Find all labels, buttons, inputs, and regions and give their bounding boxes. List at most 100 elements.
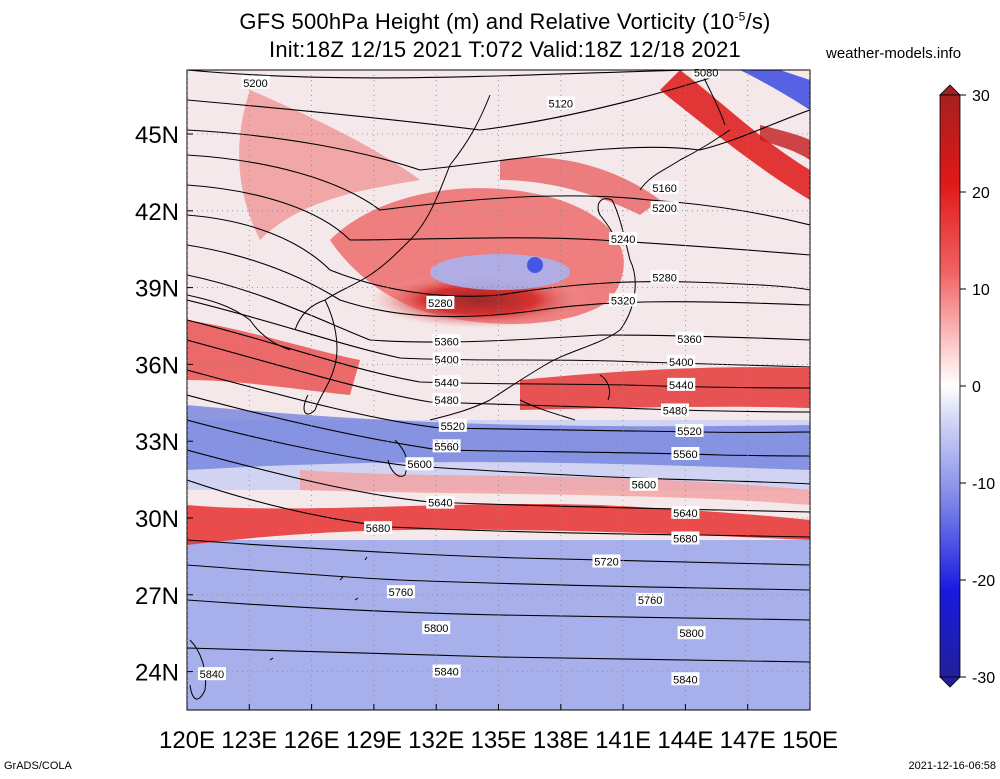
lon-tick-label: 126E <box>284 727 340 754</box>
lon-tick-label: 132E <box>408 727 464 754</box>
contour-label-bg <box>364 521 393 535</box>
contour-label-bg <box>422 621 451 635</box>
height-contour-label: 5720 <box>594 557 618 569</box>
height-contour-label: 5240 <box>611 234 635 246</box>
contour-label-bg <box>629 477 658 491</box>
contour-label-bg <box>426 495 455 509</box>
lat-tick-label: 33N <box>135 429 179 456</box>
lon-tick-label: 123E <box>221 727 277 754</box>
lat-tick-label: 36N <box>135 352 179 379</box>
lat-tick-label: 45N <box>135 122 179 149</box>
contour-label-bg <box>432 439 461 453</box>
contour-label-bg <box>661 403 690 417</box>
lon-tick-label: 129E <box>346 727 402 754</box>
height-contour-label: 5360 <box>677 334 701 346</box>
colorbar-tick-label: 30 <box>972 88 990 105</box>
contour-label-bg <box>667 377 696 391</box>
height-contour-label: 5400 <box>669 357 693 369</box>
contour-label-bg <box>671 531 700 545</box>
height-contour-label: 5840 <box>200 669 224 681</box>
colorbar-max-arrow <box>939 84 961 96</box>
height-contour-label: 5280 <box>652 272 676 284</box>
contour-label-bg <box>677 626 706 640</box>
map-title-line-2: Init:18Z 12/15 2021 T:072 Valid:18Z 12/1… <box>269 37 741 62</box>
height-contour-label: 5480 <box>434 395 458 407</box>
height-contour-label: 5400 <box>434 354 458 366</box>
height-contour-label: 5760 <box>638 595 662 607</box>
contour-label-bg <box>675 331 704 345</box>
contour-label-bg <box>546 96 575 110</box>
colorbar-tick-label: -10 <box>972 476 995 493</box>
lon-tick-label: 138E <box>533 727 589 754</box>
height-contour-label: 5200 <box>652 203 676 215</box>
contour-label-bg <box>405 457 434 471</box>
contour-label-bg <box>671 447 700 460</box>
lat-tick-label: 39N <box>135 276 179 303</box>
contour-label-bg <box>675 423 704 437</box>
coastlines <box>187 70 731 700</box>
contour-label-bg <box>671 505 700 519</box>
lon-tick-label: 144E <box>657 727 713 754</box>
height-contour-label: 5680 <box>366 523 390 535</box>
colorbar-min-arrow <box>939 676 961 688</box>
contour-label-bg <box>592 554 621 568</box>
height-contour-label: 5200 <box>243 78 267 90</box>
lon-tick-label: 141E <box>595 727 651 754</box>
height-contour-label: 5800 <box>679 628 703 640</box>
height-contour-label: 5320 <box>611 295 635 307</box>
lon-tick-label: 147E <box>720 727 776 754</box>
colorbar-tick-label: -20 <box>972 573 995 590</box>
height-contour-label: 5440 <box>669 380 693 392</box>
lat-tick-label: 27N <box>135 583 179 610</box>
contour-label-bg <box>692 65 721 79</box>
height-contour-label: 5360 <box>434 336 458 348</box>
height-contour-label: 5640 <box>673 508 697 520</box>
lon-tick-label: 135E <box>470 727 526 754</box>
height-contour-label: 5800 <box>424 623 448 635</box>
height-contour-label: 5520 <box>441 421 465 433</box>
contour-label-bg <box>671 672 700 686</box>
height-contour-labels: 5080 5120 5160 5200 5200 5240 5280 5280 5320 5360… <box>197 65 721 686</box>
contour-label-bg <box>438 418 467 432</box>
height-contour-label: 5280 <box>428 298 452 310</box>
contour-label-bg <box>636 592 665 606</box>
height-contour-label: 5160 <box>652 183 676 195</box>
contour-label-bg <box>426 295 455 309</box>
contour-label-bg <box>432 352 461 366</box>
height-contour-label: 5120 <box>549 98 573 110</box>
source-website: weather-models.info <box>826 45 962 62</box>
height-contour-label: 5640 <box>428 498 452 510</box>
contour-label-bg <box>667 354 696 368</box>
height-contour-label: 5480 <box>663 405 687 417</box>
lon-tick-label: 150E <box>782 727 838 754</box>
height-contour-label: 5440 <box>434 377 458 389</box>
height-contour-label: 5560 <box>434 441 458 453</box>
colorbar-gradient <box>939 94 961 678</box>
vorticity-colorbar: 30 20 10 0 -10 -20 -30 <box>939 84 995 688</box>
longitude-axis: 120E 123E 126E 129E 132E 135E 138E 141E 144E 147E… <box>159 704 838 754</box>
contour-label-bg <box>432 664 461 678</box>
height-contour-label: 5600 <box>407 459 431 471</box>
latitude-axis: 45N 42N 39N 36N 33N 30N 27N 24N <box>135 122 193 687</box>
contour-label-bg <box>650 180 679 194</box>
contour-label-bg <box>609 231 638 245</box>
height-contour-label: 5680 <box>673 533 697 545</box>
colorbar-ticks: 30 20 10 0 -10 -20 -30 <box>960 88 995 687</box>
contour-label-bg <box>609 293 638 307</box>
contour-label-bg <box>432 393 461 407</box>
software-credit: GrADS/COLA <box>4 760 72 772</box>
contour-label-bg <box>432 334 461 348</box>
map-title-line-1: GFS 500hPa Height (m) and Relative Vorti… <box>239 9 771 34</box>
height-contour-label: 5840 <box>434 667 458 679</box>
contour-label-bg <box>650 270 679 284</box>
colorbar-tick-label: -30 <box>972 670 995 687</box>
colorbar-tick-label: 20 <box>972 185 990 202</box>
render-timestamp: 2021-12-16-06:58 <box>908 760 996 772</box>
lat-tick-label: 24N <box>135 660 179 687</box>
height-contour-label: 5760 <box>389 587 413 599</box>
height-contour-label: 5520 <box>677 426 701 438</box>
colorbar-tick-label: 0 <box>972 379 981 396</box>
lat-lon-gridlines <box>187 70 810 710</box>
